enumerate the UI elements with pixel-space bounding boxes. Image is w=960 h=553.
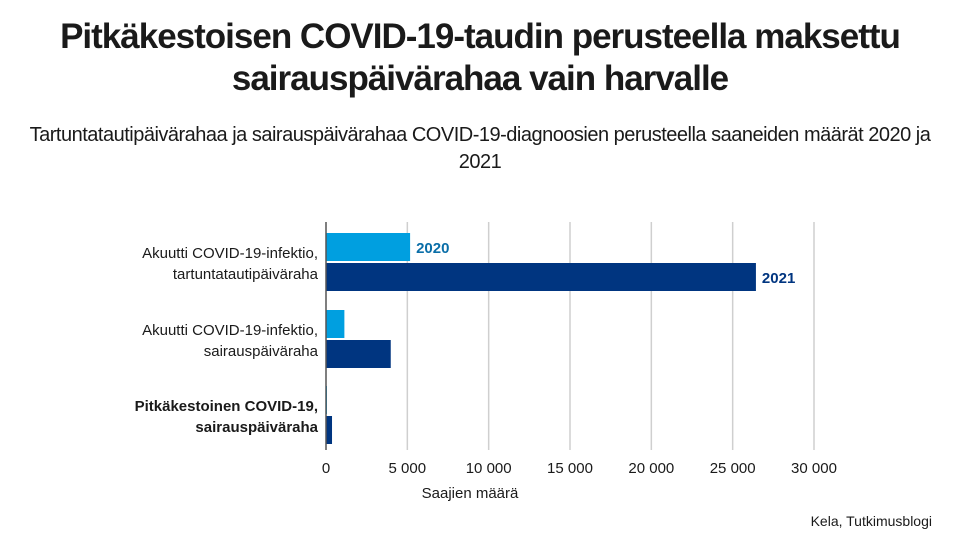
bar-2020 [326,310,345,338]
category-label: sairauspäiväraha [195,419,318,436]
category-label: Akuutti COVID-19-infektio, [142,245,318,262]
bar-2021 [326,263,756,291]
category-label: Akuutti COVID-19-infektio, [142,322,318,339]
x-tick-label: 10 000 [466,460,512,477]
bar-2021 [326,416,333,444]
x-tick-label: 0 [322,460,330,477]
category-label: sairauspäiväraha [204,343,319,360]
x-axis-label: Saajien määrä [422,485,519,502]
bar-2021 [326,340,391,368]
x-tick-label: 25 000 [710,460,756,477]
chart-header: Pitkäkestoisen COVID-19-taudin perusteel… [0,16,960,176]
x-tick-label: 15 000 [547,460,593,477]
chart-subtitle: Tartuntatautipäivärahaa ja sairauspäivär… [29,124,931,173]
bar-2020 [326,233,411,261]
category-label: tartuntatautipäiväraha [173,266,319,283]
x-tick-label: 5 000 [389,460,427,477]
source-note: Kela, Tutkimusblogi [810,513,932,529]
series-label-2021: 2021 [762,270,795,287]
x-tick-label: 30 000 [791,460,837,477]
x-tick-label: 20 000 [628,460,674,477]
chart-title: Pitkäkestoisen COVID-19-taudin perusteel… [60,17,901,98]
category-label: Pitkäkestoinen COVID-19, [135,398,318,415]
series-label-2020: 2020 [416,240,449,257]
